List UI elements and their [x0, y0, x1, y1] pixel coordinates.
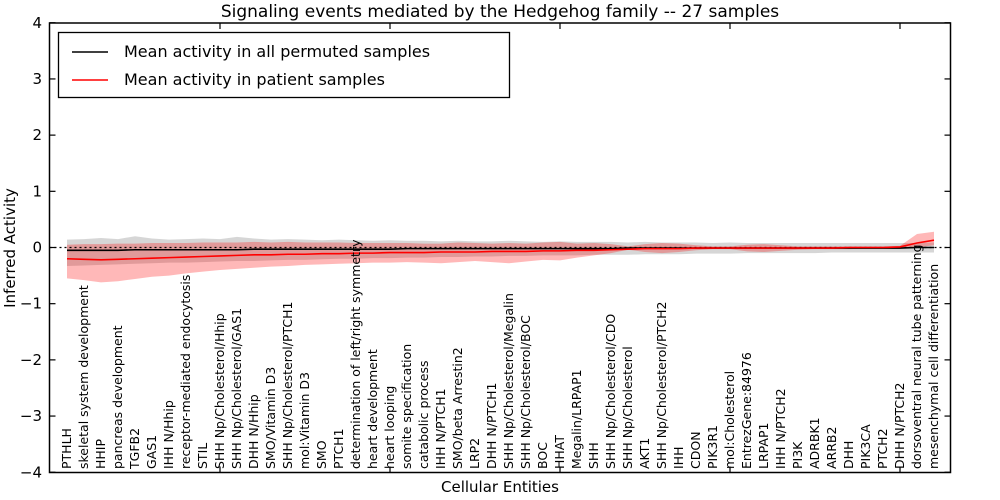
- category-label: CDON: [688, 431, 703, 469]
- category-label: LRP2: [467, 438, 482, 469]
- y-tick-label: −1: [20, 295, 42, 313]
- category-label: mol:Vitamin D3: [297, 372, 312, 469]
- category-label: SHH Np/Cholesterol/PTCH1: [280, 302, 295, 470]
- y-tick-label: 2: [32, 126, 42, 144]
- category-label: GAS1: [144, 435, 159, 469]
- category-label: AKT1: [637, 438, 652, 469]
- category-label: LRPAP1: [756, 423, 771, 469]
- y-tick-label: 4: [32, 14, 42, 32]
- category-label: heart looping: [382, 386, 397, 469]
- category-label: SHH Np/Cholesterol/BOC: [518, 315, 533, 469]
- category-label: IHH: [671, 447, 686, 470]
- plot-border: [48, 22, 952, 474]
- y-tick-label: −2: [20, 351, 42, 369]
- category-label: IHH N/PTCH1: [433, 388, 448, 469]
- category-label: SHH Np/Cholesterol/PTCH2: [654, 302, 669, 470]
- category-label: SMO/Vitamin D3: [263, 367, 278, 469]
- y-tick-label: 0: [32, 239, 42, 257]
- category-label: IHH N/Hhip: [161, 400, 176, 469]
- y-tick-label: 1: [32, 182, 42, 200]
- category-label: ADRBK1: [807, 417, 822, 469]
- category-label: SMO/beta Arrestin2: [450, 347, 465, 469]
- category-label: PTHLH: [59, 428, 74, 469]
- category-label: PTCH2: [875, 428, 890, 469]
- category-label: EntrezGene:84976: [739, 352, 754, 469]
- series-line-patient: [66, 239, 935, 261]
- category-label: STIL: [195, 443, 210, 469]
- category-label: DHH N/PTCH2: [892, 383, 907, 469]
- legend: Mean activity in all permuted samples Me…: [57, 31, 511, 99]
- category-label: SHH Np/Cholesterol/GAS1: [229, 308, 244, 469]
- category-label: Megalin/LRPAP1: [569, 369, 584, 469]
- category-label: PIK3R1: [705, 425, 720, 469]
- category-label: PI3K: [790, 441, 805, 469]
- category-label: PTCH1: [331, 428, 346, 469]
- category-label: SHH Np/Cholesterol/CDO: [603, 314, 618, 469]
- y-tick-label: −4: [20, 463, 42, 481]
- category-label: DHH N/PTCH1: [484, 383, 499, 469]
- category-label: dorsoventral neural tube patterning: [909, 245, 924, 470]
- category-label: BOC: [535, 442, 550, 469]
- category-label: HHIP: [93, 439, 108, 469]
- category-label: mol:Cholesterol: [722, 371, 737, 469]
- category-label: TGFB2: [127, 428, 142, 470]
- category-label: IHH N/PTCH2: [773, 388, 788, 469]
- y-tick-labels: −4 −3 −2 −1 0 1 2 3 4: [20, 14, 42, 482]
- category-label: receptor-mediated endocytosis: [178, 275, 193, 469]
- category-label: HHAT: [552, 435, 567, 469]
- category-label: ARRB2: [824, 427, 839, 469]
- category-label: SHH: [586, 442, 601, 469]
- category-label: catabolic process: [416, 360, 431, 469]
- legend-box: [57, 31, 511, 99]
- series-lines: [66, 239, 935, 261]
- category-label: DHH N/Hhip: [246, 394, 261, 469]
- category-label: skeletal system development: [76, 285, 91, 469]
- y-tick-label: −3: [20, 407, 42, 425]
- category-label: DHH: [841, 441, 856, 469]
- category-label: SHH Np/Cholesterol/Megalin: [501, 293, 516, 469]
- band-patient: [67, 231, 934, 283]
- category-label: SHH Np/Cholesterol: [620, 346, 635, 469]
- category-label: pancreas development: [110, 325, 125, 469]
- category-label: somite specification: [399, 344, 414, 469]
- legend-label-patient: Mean activity in patient samples: [124, 70, 385, 89]
- x-category-labels: PTHLH skeletal system development HHIP panc…: [59, 239, 941, 470]
- category-label: heart development: [365, 349, 380, 469]
- x-axis-label: Cellular Entities: [441, 478, 559, 496]
- chart-title: Signaling events mediated by the Hedgeho…: [221, 2, 779, 22]
- category-label: mesenchymal cell differentiation: [926, 264, 941, 469]
- y-tick-label: 3: [32, 70, 42, 88]
- category-label: PIK3CA: [858, 424, 873, 469]
- category-label: SHH Np/Cholesterol/Hhip: [212, 313, 227, 469]
- category-label: SMO: [314, 440, 329, 469]
- y-axis-label: Inferred Activity: [1, 188, 19, 308]
- category-label: determination of left/right symmetry: [348, 239, 363, 469]
- legend-label-permuted: Mean activity in all permuted samples: [124, 42, 430, 61]
